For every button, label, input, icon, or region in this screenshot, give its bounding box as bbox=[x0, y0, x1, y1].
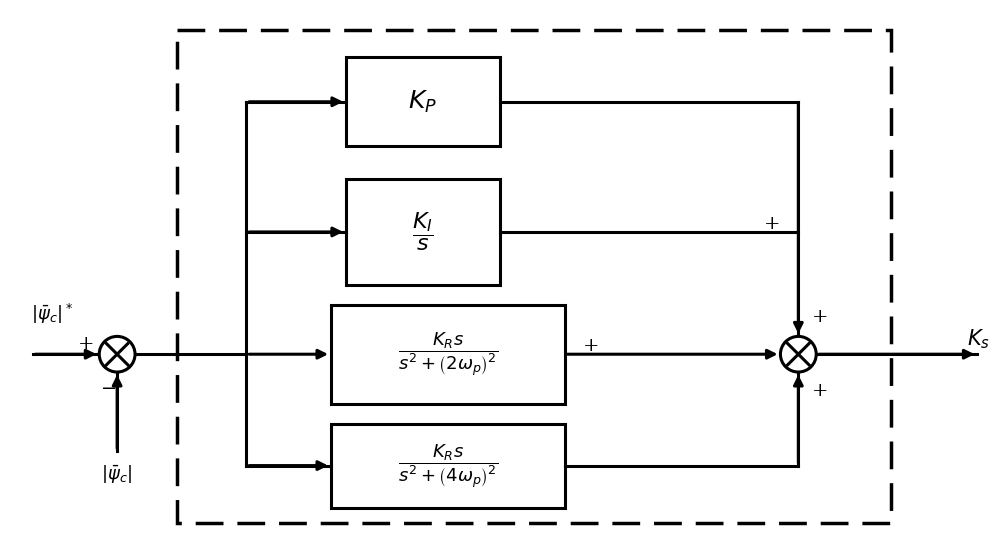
FancyBboxPatch shape bbox=[331, 305, 565, 404]
Text: $\dfrac{K_R s}{s^2+\left(4\omega_p\right)^2}$: $\dfrac{K_R s}{s^2+\left(4\omega_p\right… bbox=[398, 442, 498, 489]
Circle shape bbox=[780, 336, 816, 372]
Text: $\dfrac{K_R s}{s^2+\left(2\omega_p\right)^2}$: $\dfrac{K_R s}{s^2+\left(2\omega_p\right… bbox=[398, 330, 498, 378]
Text: +: + bbox=[583, 337, 599, 355]
Text: −: − bbox=[101, 380, 117, 398]
FancyBboxPatch shape bbox=[346, 179, 500, 285]
Text: $|\bar{\psi}_c|$: $|\bar{\psi}_c|$ bbox=[101, 463, 133, 485]
Text: +: + bbox=[812, 382, 829, 400]
Text: $|\bar{\psi}_c|^*$: $|\bar{\psi}_c|^*$ bbox=[31, 302, 73, 326]
Text: +: + bbox=[764, 215, 780, 233]
FancyBboxPatch shape bbox=[331, 424, 565, 508]
Circle shape bbox=[99, 336, 135, 372]
Text: $K_P$: $K_P$ bbox=[408, 88, 437, 115]
Text: +: + bbox=[78, 335, 94, 353]
Text: $K_s$: $K_s$ bbox=[967, 327, 990, 351]
FancyBboxPatch shape bbox=[346, 57, 500, 147]
Text: +: + bbox=[812, 309, 829, 326]
Text: $\dfrac{K_I}{s}$: $\dfrac{K_I}{s}$ bbox=[412, 211, 434, 253]
